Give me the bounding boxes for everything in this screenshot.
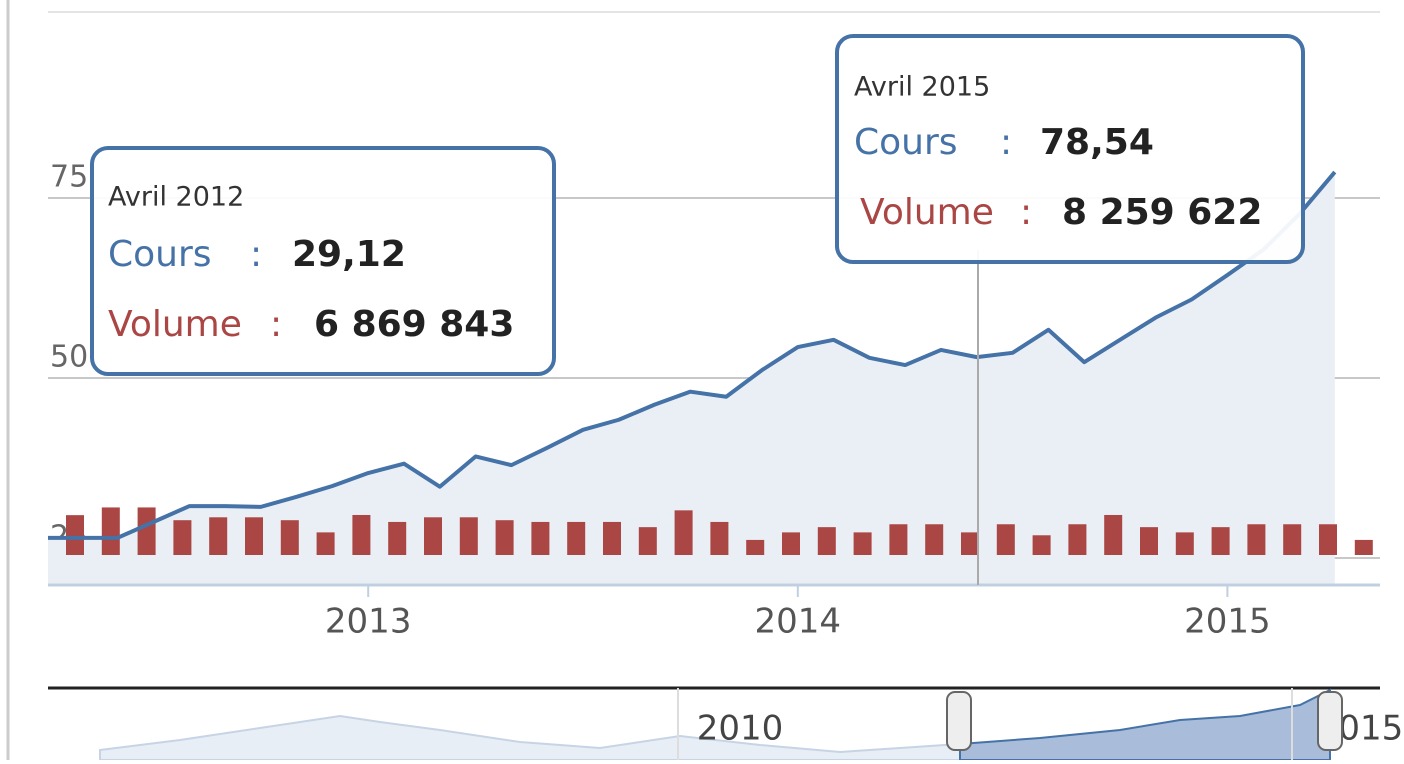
bar: [245, 517, 263, 555]
navigator-series: [99, 714, 961, 761]
tooltip-title: Avril 2012: [108, 182, 244, 213]
tooltip-label: Volume: [108, 304, 242, 345]
tooltip: Avril 2012 Cours : 29,12 Volume : 6 869 …: [90, 146, 556, 376]
bar: [925, 524, 944, 555]
navigator: 2010 2015: [48, 686, 1403, 761]
bar: [316, 532, 335, 555]
tooltip: Avril 2015 Cours : 78,54 Volume : 8 259 …: [835, 34, 1305, 264]
bar: [66, 515, 84, 555]
bar: [1032, 535, 1051, 555]
bar: [1175, 532, 1194, 555]
bar: [280, 520, 299, 555]
y-tick-label: 50: [50, 340, 88, 375]
bar: [1211, 527, 1230, 555]
tooltip-label: Volume: [860, 192, 994, 233]
tooltip-sep: :: [1020, 192, 1032, 233]
navigator-label: 2010: [697, 709, 784, 749]
navigator-handle[interactable]: [946, 691, 972, 751]
tooltip-label: Cours: [108, 234, 212, 275]
tooltip-value: 78,54: [1040, 122, 1154, 163]
tooltip-sep: :: [1000, 122, 1012, 163]
tooltip-sep: :: [250, 234, 262, 275]
bar: [1283, 524, 1302, 555]
x-tick-label: 2013: [325, 602, 412, 642]
navigator-selection: [959, 688, 1331, 761]
bar: [1104, 514, 1123, 555]
bar: [352, 514, 371, 555]
tooltip-box: [835, 34, 1305, 264]
bar: [1319, 524, 1337, 555]
tooltip-box: [90, 146, 556, 376]
x-tick-label: 2014: [755, 602, 842, 642]
tooltip-title: Avril 2015: [854, 72, 990, 103]
x-tick-label: 2015: [1184, 602, 1271, 642]
bar: [710, 521, 729, 555]
bar: [424, 517, 442, 555]
bar: [782, 532, 800, 555]
bar: [746, 539, 765, 555]
bar: [889, 524, 908, 555]
bar: [1247, 524, 1266, 555]
line: [48, 170, 1337, 540]
bar: [459, 517, 478, 555]
bar: [1354, 539, 1373, 555]
bar: [817, 527, 836, 555]
area: [48, 172, 1335, 585]
navigator-handle[interactable]: [1317, 691, 1343, 751]
bar: [495, 520, 514, 555]
tooltip-value: 6 869 843: [314, 304, 514, 345]
bar: [853, 532, 872, 555]
tooltip-sep: :: [270, 304, 282, 345]
bar: [638, 527, 657, 555]
series-group: [48, 170, 1373, 585]
bar: [137, 507, 156, 555]
tooltip-value: 29,12: [292, 234, 406, 275]
bar: [674, 510, 693, 555]
bar: [388, 521, 407, 555]
bar: [603, 521, 621, 555]
bar: [1068, 524, 1087, 555]
bar: [567, 521, 586, 555]
tooltip-label: Cours: [854, 122, 958, 163]
bar: [961, 532, 979, 555]
tooltip-value: 8 259 622: [1062, 192, 1262, 233]
y-tick-label: 75: [50, 160, 88, 195]
bar: [173, 520, 192, 555]
bar: [996, 524, 1015, 555]
bar: [101, 507, 120, 555]
bar: [531, 521, 550, 555]
bar: [1140, 527, 1158, 555]
bar: [209, 517, 228, 555]
